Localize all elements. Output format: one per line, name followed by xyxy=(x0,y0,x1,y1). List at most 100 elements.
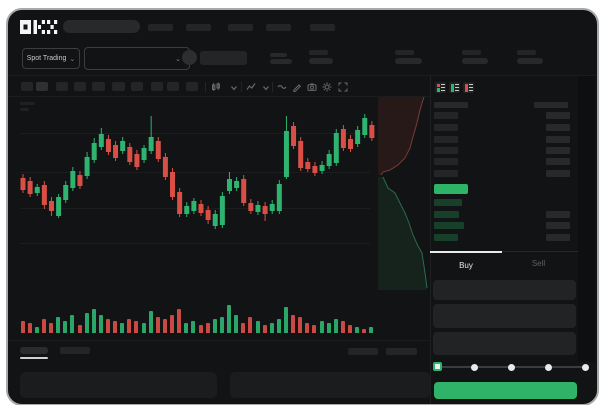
timeframe-button[interactable] xyxy=(186,82,198,91)
tab-sell[interactable]: Sell xyxy=(502,252,575,275)
volume-bar xyxy=(77,325,82,333)
bottom-action[interactable] xyxy=(386,348,417,355)
candle-body xyxy=(27,181,33,194)
ask-row[interactable] xyxy=(430,147,578,156)
bid-row[interactable] xyxy=(430,222,578,231)
volume-bar xyxy=(298,317,303,333)
divider xyxy=(430,75,431,404)
volume-bar xyxy=(113,321,118,333)
slider-handle[interactable] xyxy=(432,362,442,371)
stat-value xyxy=(462,58,488,64)
candle-body xyxy=(319,165,325,171)
camera-icon[interactable] xyxy=(307,82,317,92)
slider-stop[interactable] xyxy=(470,363,478,371)
nav-item[interactable] xyxy=(228,24,253,31)
last-price-bar[interactable] xyxy=(434,184,468,194)
pencil-icon[interactable] xyxy=(292,82,302,92)
nav-item[interactable] xyxy=(148,24,173,31)
slider-stop[interactable] xyxy=(544,363,552,371)
nav-item[interactable] xyxy=(310,24,335,31)
stat-value xyxy=(517,58,543,64)
candle-body xyxy=(148,137,154,151)
timeframe-button[interactable] xyxy=(151,82,163,91)
book-both-icon[interactable] xyxy=(435,82,446,93)
order-form-input[interactable] xyxy=(433,304,576,328)
timeframe-button[interactable] xyxy=(56,82,68,91)
volume-bars xyxy=(20,303,376,333)
tab-sell-label: Sell xyxy=(531,259,546,268)
candle-body xyxy=(91,143,97,160)
volume-bar xyxy=(355,327,360,333)
depth-area xyxy=(378,97,424,175)
order-form-input[interactable] xyxy=(433,332,576,355)
avatar[interactable] xyxy=(182,50,197,65)
candle-body xyxy=(362,118,368,135)
candle-body xyxy=(170,172,176,197)
volume-bar xyxy=(141,323,146,333)
ask-row[interactable] xyxy=(430,124,578,133)
bid-row[interactable] xyxy=(430,234,578,243)
chart-type-icon[interactable] xyxy=(211,82,221,92)
candle-body xyxy=(98,134,104,147)
settings-icon[interactable] xyxy=(322,82,332,92)
slider-stop[interactable] xyxy=(507,363,515,371)
timeframe-button[interactable] xyxy=(112,82,125,91)
stat-value xyxy=(309,58,333,64)
timeframe-button[interactable] xyxy=(36,82,48,91)
ask-row[interactable] xyxy=(430,170,578,179)
fullscreen-icon[interactable] xyxy=(338,82,348,92)
market-type-selector[interactable]: Spot Trading ⌄ xyxy=(22,48,80,69)
wave-icon[interactable] xyxy=(277,82,287,92)
timeframe-button[interactable] xyxy=(167,82,179,91)
divider xyxy=(8,75,595,76)
divider xyxy=(8,340,430,341)
bid-row[interactable] xyxy=(430,211,578,220)
volume-bar xyxy=(212,319,217,333)
buy-button[interactable] xyxy=(434,382,577,399)
ask-row[interactable] xyxy=(430,136,578,145)
order-book-header xyxy=(430,102,578,110)
bottom-tab-active[interactable] xyxy=(20,347,48,354)
timeframe-button[interactable] xyxy=(92,82,105,91)
bottom-action[interactable] xyxy=(348,348,378,355)
stat-label xyxy=(517,50,536,55)
divider xyxy=(8,96,430,97)
indicators-icon[interactable] xyxy=(246,82,256,92)
search-input[interactable] xyxy=(63,20,140,33)
candle-body xyxy=(241,179,247,203)
volume-bar xyxy=(312,325,317,333)
panel-gutter xyxy=(578,76,595,362)
volume-bar xyxy=(155,317,160,333)
tab-buy-label: Buy xyxy=(459,260,473,270)
tab-buy[interactable]: Buy xyxy=(430,251,502,277)
account-button[interactable] xyxy=(200,51,247,65)
order-form-input[interactable] xyxy=(433,280,576,300)
timeframe-button[interactable] xyxy=(74,82,86,91)
amount-slider[interactable] xyxy=(432,361,589,372)
book-bids-icon[interactable] xyxy=(449,82,460,93)
bottom-tab[interactable] xyxy=(60,347,90,354)
volume-bar xyxy=(227,305,231,333)
volume-bar xyxy=(219,317,224,333)
chevron-down-icon[interactable] xyxy=(261,83,271,93)
pair-selector-dropdown[interactable]: ⌄ xyxy=(84,47,190,70)
timeframe-button[interactable] xyxy=(131,82,143,91)
bid-row[interactable] xyxy=(430,199,578,208)
volume-bar xyxy=(56,317,61,333)
slider-stop[interactable] xyxy=(581,363,589,371)
volume-bar xyxy=(162,319,167,333)
book-asks-icon[interactable] xyxy=(463,82,474,93)
ask-row[interactable] xyxy=(430,158,578,167)
nav-item[interactable] xyxy=(266,24,291,31)
candle-body xyxy=(127,147,133,162)
candle-body xyxy=(113,145,119,158)
volume-bar xyxy=(326,323,331,333)
candle-body xyxy=(276,184,282,211)
timeframe-button[interactable] xyxy=(21,82,33,91)
chevron-down-icon[interactable] xyxy=(229,83,239,93)
ask-row[interactable] xyxy=(430,112,578,121)
nav-item[interactable] xyxy=(186,24,211,31)
volume-bar xyxy=(276,319,281,333)
volume-bar xyxy=(262,325,267,333)
volume-bar xyxy=(105,319,110,333)
